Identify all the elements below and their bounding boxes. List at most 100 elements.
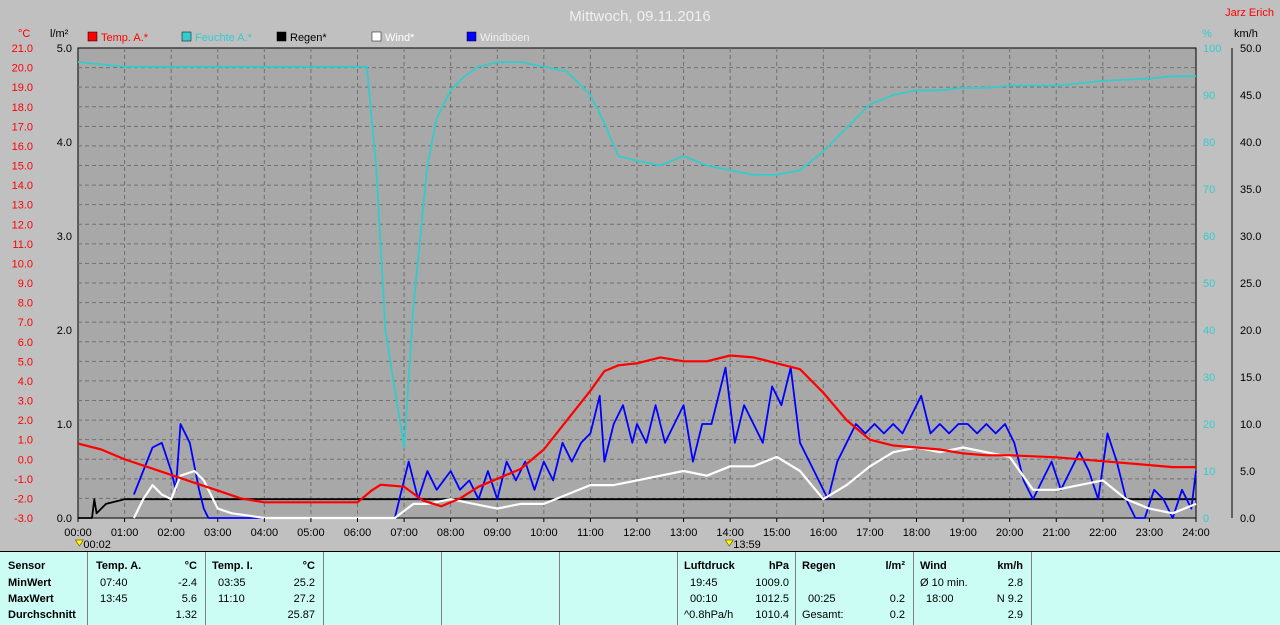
temp-tick-label: 20.0 bbox=[12, 63, 33, 75]
author-label: Jarz Erich bbox=[1225, 7, 1274, 19]
wind-max-time: 18:00 bbox=[926, 593, 954, 605]
regen-section: Regen l/m² 00:25 0.2 Gesamt: 0.2 bbox=[796, 552, 914, 625]
temp-a-min-time: 07:40 bbox=[100, 577, 128, 589]
wind-tick-label: 40.0 bbox=[1240, 137, 1261, 149]
x-tick-label: 08:00 bbox=[437, 527, 465, 539]
legend-label: Wind* bbox=[385, 32, 415, 44]
temp-i-section: Temp. I. °C 03:35 25.2 11:10 27.2 25.87 bbox=[206, 552, 324, 625]
legend-label: Temp. A.* bbox=[101, 32, 149, 44]
x-tick-label: 05:00 bbox=[297, 527, 325, 539]
x-tick-label: 16:00 bbox=[810, 527, 838, 539]
temp-tick-label: -1.0 bbox=[14, 474, 33, 486]
wind-unit: km/h bbox=[997, 560, 1023, 572]
time-marker-icon bbox=[74, 539, 85, 547]
luftdruck-max-time: 00:10 bbox=[690, 593, 718, 605]
wind-tick-label: 30.0 bbox=[1240, 231, 1261, 243]
axes-layer: 21.0 20.0 19.0 18.0 17.0 16.0 15.0 14.0 13.0 12.0… bbox=[12, 43, 1262, 551]
wind-tick-label: 35.0 bbox=[1240, 184, 1261, 196]
wind-tick-label: 20.0 bbox=[1240, 325, 1261, 337]
regen-total-label: Gesamt: bbox=[802, 609, 844, 621]
x-tick-label: 02:00 bbox=[157, 527, 185, 539]
x-tick-label: 23:00 bbox=[1136, 527, 1164, 539]
x-tick-label: 00:00 bbox=[64, 527, 92, 539]
humidity-tick-label: 60 bbox=[1203, 231, 1215, 243]
humidity-tick-label: 10 bbox=[1203, 466, 1215, 478]
temp-tick-label: 3.0 bbox=[18, 396, 33, 408]
temp-tick-label: 21.0 bbox=[12, 43, 33, 55]
x-tick-label: 01:00 bbox=[111, 527, 139, 539]
humidity-tick-label: 80 bbox=[1203, 137, 1215, 149]
x-tick-label: 14:00 bbox=[716, 527, 744, 539]
x-tick-label: 21:00 bbox=[1042, 527, 1070, 539]
time-marker-label: 13:59 bbox=[733, 539, 761, 551]
rain-tick-label: 4.0 bbox=[57, 137, 72, 149]
temp-i-min-value: 25.2 bbox=[293, 577, 315, 589]
temp-tick-label: 15.0 bbox=[12, 161, 33, 173]
temp-tick-label: 9.0 bbox=[18, 278, 33, 290]
rain-tick-label: 2.0 bbox=[57, 325, 72, 337]
series-layer bbox=[77, 61, 1197, 520]
humidity-tick-label: 40 bbox=[1203, 325, 1215, 337]
x-tick-label: 18:00 bbox=[903, 527, 931, 539]
stats-footer: Sensor MinWert MaxWert Durchschnitt Temp… bbox=[0, 551, 1280, 625]
temp-tick-label: 18.0 bbox=[12, 102, 33, 114]
luftdruck-trend: ^0.8hPa/h bbox=[684, 609, 734, 621]
empty-section-3 bbox=[560, 552, 678, 625]
wind-tick-label: 5.0 bbox=[1240, 466, 1255, 478]
wind-axis-unit: km/h bbox=[1234, 28, 1258, 40]
legend-label: Regen* bbox=[290, 32, 327, 44]
time-marker-icon bbox=[724, 539, 734, 547]
legend: Temp. A.* Feuchte A.* Regen* Wind* Windböen bbox=[87, 31, 530, 44]
x-tick-label: 09:00 bbox=[483, 527, 511, 539]
rain-tick-label: 1.0 bbox=[57, 419, 72, 431]
feuchtea-series-line bbox=[77, 61, 1196, 449]
temp-tick-label: 2.0 bbox=[18, 415, 33, 427]
luftdruck-avg-value: 1010.4 bbox=[755, 609, 789, 621]
temp-i-max-value: 27.2 bbox=[293, 593, 315, 605]
rain-tick-label: 0.0 bbox=[57, 513, 72, 525]
rain-tick-label: 5.0 bbox=[57, 43, 72, 55]
chart-title: Mittwoch, 09.11.2016 bbox=[569, 8, 710, 25]
x-tick-label: 03:00 bbox=[204, 527, 232, 539]
temp-tick-label: 11.0 bbox=[12, 239, 33, 251]
legend-label: Windböen bbox=[480, 32, 530, 44]
regen-header: Regen bbox=[802, 560, 836, 572]
empty-section-1 bbox=[324, 552, 442, 625]
luftdruck-max-value: 1012.5 bbox=[755, 593, 789, 605]
weather-chart: 21.0 20.0 19.0 18.0 17.0 16.0 15.0 14.0 13.0 12.0… bbox=[11, 7, 1274, 551]
wind-header: Wind bbox=[920, 560, 947, 572]
temp-a-header: Temp. A. bbox=[96, 560, 142, 572]
wind-avg-value: 2.9 bbox=[1007, 609, 1023, 621]
avg-row-label: Durchschnitt bbox=[8, 609, 76, 621]
x-tick-label: 10:00 bbox=[530, 527, 558, 539]
temp-i-unit: °C bbox=[302, 560, 315, 572]
humidity-tick-label: 70 bbox=[1203, 184, 1215, 196]
temp-a-section: Temp. A. °C 07:40 -2.4 13:45 5.6 1.32 bbox=[88, 552, 206, 625]
x-tick-label: 13:00 bbox=[670, 527, 698, 539]
wind-tick-label: 0.0 bbox=[1240, 513, 1255, 525]
legend-swatch bbox=[276, 31, 287, 42]
temp-tick-label: 17.0 bbox=[12, 121, 33, 133]
wind-tick-label: 45.0 bbox=[1240, 90, 1261, 102]
legend-swatch bbox=[466, 31, 477, 42]
regen-max-value: 0.2 bbox=[889, 593, 905, 605]
wind-section: Wind km/h Ø 10 min. 2.8 18:00 N 9.2 2.9 bbox=[914, 552, 1032, 625]
wind-series-line bbox=[132, 446, 1197, 520]
luftdruck-unit: hPa bbox=[768, 560, 789, 572]
temp-tick-label: -3.0 bbox=[14, 513, 33, 525]
luftdruck-header: Luftdruck bbox=[684, 560, 735, 572]
legend-swatch bbox=[181, 31, 192, 42]
humidity-tick-label: 0 bbox=[1203, 513, 1209, 525]
temp-a-min-value: -2.4 bbox=[178, 577, 197, 589]
temp-tick-label: 16.0 bbox=[12, 141, 33, 153]
x-tick-label: 20:00 bbox=[996, 527, 1024, 539]
temp-tick-label: -2.0 bbox=[14, 493, 33, 505]
temp-i-min-time: 03:35 bbox=[218, 577, 246, 589]
x-tick-label: 12:00 bbox=[623, 527, 651, 539]
temp-a-unit: °C bbox=[184, 560, 197, 572]
time-marker-label: 00:02 bbox=[83, 539, 111, 551]
temp-tick-label: 1.0 bbox=[18, 435, 33, 447]
regen-series-line bbox=[78, 498, 1196, 519]
legend-swatch bbox=[371, 31, 382, 42]
x-tick-label: 06:00 bbox=[344, 527, 372, 539]
